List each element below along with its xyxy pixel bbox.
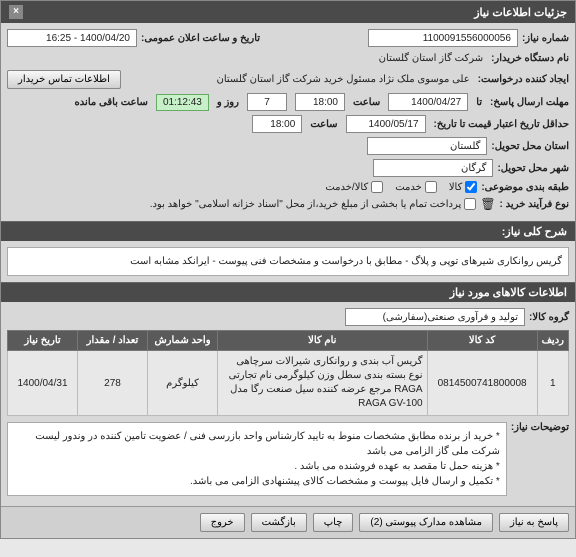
close-icon[interactable]: × bbox=[9, 5, 23, 19]
footer-bar: پاسخ به نیاز مشاهده مدارک پیوستی (2) چاپ… bbox=[1, 506, 575, 538]
process-note: پرداخت تمام یا بخشی از مبلغ خرید،از محل … bbox=[150, 199, 462, 210]
days-remaining: 7 bbox=[247, 93, 287, 111]
summary-text: گریس روانکاری شیرهای توپی و پلاگ - مطابق… bbox=[7, 247, 569, 276]
summary-header: شرح کلی نیاز: bbox=[1, 221, 575, 241]
group-value: تولید و فرآوری صنعتی(سفارشی) bbox=[345, 308, 525, 326]
deadline-time-label: ساعت bbox=[353, 97, 380, 108]
row-city: شهر محل تحویل: گرگان bbox=[7, 159, 569, 177]
chk-both-input[interactable] bbox=[371, 181, 383, 193]
th-name: نام کالا bbox=[218, 331, 428, 351]
countdown-timer: 01:12:43 bbox=[156, 94, 209, 111]
requester-value: علی موسوی ملک نژاد مسئول خرید شرکت گاز ا… bbox=[213, 72, 474, 87]
valid-date: 1400/05/17 bbox=[346, 115, 426, 133]
form-area: شماره نیاز: 1100091556000056 تاریخ و ساع… bbox=[1, 23, 575, 221]
valid-time: 18:00 bbox=[252, 115, 302, 133]
row-notes: توضیحات نیاز: * خرید از برنده مطابق مشخص… bbox=[7, 422, 569, 496]
need-no-value: 1100091556000056 bbox=[368, 29, 518, 47]
trash-icon[interactable]: 🗑 bbox=[480, 197, 495, 211]
note-line-3: * تکمیل و ارسال فایل پیوست و مشخصات کالا… bbox=[14, 474, 500, 489]
items-area: گروه کالا: تولید و فرآوری صنعتی(سفارشی) … bbox=[1, 302, 575, 506]
row-deadline: مهلت ارسال پاسخ: تا 1400/04/27 ساعت 18:0… bbox=[7, 93, 569, 111]
row-valid: حداقل تاریخ اعتبار قیمت تا تاریخ: 1400/0… bbox=[7, 115, 569, 133]
cell-date: 1400/04/31 bbox=[8, 351, 78, 416]
chk-service[interactable]: خدمت bbox=[395, 181, 437, 193]
chk-goods-label: کالا bbox=[449, 182, 463, 193]
deadline-time: 18:00 bbox=[295, 93, 345, 111]
th-unit: واحد شمارش bbox=[148, 331, 218, 351]
announce-value: 1400/04/20 - 16:25 bbox=[7, 29, 137, 47]
chk-service-input[interactable] bbox=[425, 181, 437, 193]
items-header: اطلاعات کالاهای مورد نیاز bbox=[1, 282, 575, 302]
cell-unit: کیلوگرم bbox=[148, 351, 218, 416]
th-date: تاریخ نیاز bbox=[8, 331, 78, 351]
cell-idx: 1 bbox=[537, 351, 568, 416]
requester-label: ایجاد کننده درخواست: bbox=[478, 74, 569, 85]
th-qty: تعداد / مقدار bbox=[78, 331, 148, 351]
cell-name: گریس آب بندی و روانکاری شیرالات سرچاهی ن… bbox=[218, 351, 428, 416]
notes-label: توضیحات نیاز: bbox=[511, 422, 569, 433]
group-label: گروه کالا: bbox=[529, 312, 569, 323]
print-button[interactable]: چاپ bbox=[313, 513, 354, 532]
items-table: ردیف کد کالا نام کالا واحد شمارش تعداد /… bbox=[7, 330, 569, 416]
chk-goods[interactable]: کالا bbox=[449, 181, 478, 193]
province-label: استان محل تحویل: bbox=[491, 141, 569, 152]
cell-code: 0814500741800008 bbox=[427, 351, 537, 416]
th-row: ردیف bbox=[537, 331, 568, 351]
announce-label: تاریخ و ساعت اعلان عمومی: bbox=[141, 33, 260, 44]
contact-buyer-button[interactable]: اطلاعات تماس خریدار bbox=[7, 70, 121, 89]
window-title: جزئیات اطلاعات نیاز bbox=[474, 6, 567, 19]
chk-goods-input[interactable] bbox=[465, 181, 477, 193]
row-buyer-org: نام دستگاه خریدار: شرکت گاز استان گلستان bbox=[7, 51, 569, 66]
cell-qty: 278 bbox=[78, 351, 148, 416]
buyer-org-value: شرکت گاز استان گلستان bbox=[375, 51, 487, 66]
table-header-row: ردیف کد کالا نام کالا واحد شمارش تعداد /… bbox=[8, 331, 569, 351]
valid-label: حداقل تاریخ اعتبار قیمت تا تاریخ: bbox=[434, 119, 569, 130]
row-need-announce: شماره نیاز: 1100091556000056 تاریخ و ساع… bbox=[7, 29, 569, 47]
summary-area: گریس روانکاری شیرهای توپی و پلاگ - مطابق… bbox=[1, 241, 575, 282]
remaining-label: ساعت باقی مانده bbox=[75, 97, 148, 108]
deadline-label: مهلت ارسال پاسخ: bbox=[490, 97, 569, 108]
row-process: نوع فرآیند خرید : 🗑 پرداخت تمام یا بخشی … bbox=[7, 197, 569, 211]
valid-time-label: ساعت bbox=[310, 119, 337, 130]
chk-both-label: کالا/خدمت bbox=[325, 182, 368, 193]
city-value: گرگان bbox=[373, 159, 493, 177]
buyer-org-label: نام دستگاه خریدار: bbox=[491, 53, 569, 64]
chk-both[interactable]: کالا/خدمت bbox=[325, 181, 383, 193]
exit-button[interactable]: خروج bbox=[200, 513, 245, 532]
chk-process[interactable]: پرداخت تمام یا بخشی از مبلغ خرید،از محل … bbox=[150, 198, 477, 210]
back-button[interactable]: بازگشت bbox=[251, 513, 307, 532]
th-code: کد کالا bbox=[427, 331, 537, 351]
table-row[interactable]: 1 0814500741800008 گریس آب بندی و روانکا… bbox=[8, 351, 569, 416]
notes-box: * خرید از برنده مطابق مشخصات منوط به تای… bbox=[7, 422, 507, 496]
need-no-label: شماره نیاز: bbox=[522, 33, 569, 44]
note-line-1: * خرید از برنده مطابق مشخصات منوط به تای… bbox=[14, 429, 500, 459]
reply-button[interactable]: پاسخ به نیاز bbox=[499, 513, 569, 532]
city-label: شهر محل تحویل: bbox=[497, 163, 569, 174]
row-classification: طبقه بندی موضوعی: کالا خدمت کالا/خدمت bbox=[7, 181, 569, 193]
class-label: طبقه بندی موضوعی: bbox=[481, 182, 569, 193]
chk-service-label: خدمت bbox=[395, 182, 422, 193]
deadline-to-label: تا bbox=[476, 97, 482, 108]
window-titlebar: جزئیات اطلاعات نیاز × bbox=[1, 1, 575, 23]
deadline-date: 1400/04/27 bbox=[388, 93, 468, 111]
row-province: استان محل تحویل: گلستان bbox=[7, 137, 569, 155]
days-label: روز و bbox=[217, 97, 239, 108]
row-group: گروه کالا: تولید و فرآوری صنعتی(سفارشی) bbox=[7, 308, 569, 326]
row-requester: ایجاد کننده درخواست: علی موسوی ملک نژاد … bbox=[7, 70, 569, 89]
process-label: نوع فرآیند خرید : bbox=[500, 199, 569, 210]
attachments-button[interactable]: مشاهده مدارک پیوستی (2) bbox=[359, 513, 493, 532]
details-window: جزئیات اطلاعات نیاز × شماره نیاز: 110009… bbox=[0, 0, 576, 539]
note-line-2: * هزینه حمل تا مقصد به عهده فروشنده می ب… bbox=[14, 459, 500, 474]
province-value: گلستان bbox=[367, 137, 487, 155]
chk-process-input[interactable] bbox=[464, 198, 476, 210]
